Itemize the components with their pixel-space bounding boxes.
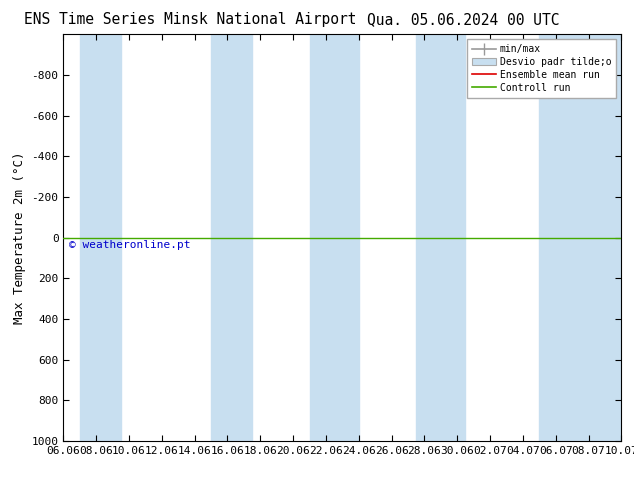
Text: Qua. 05.06.2024 00 UTC: Qua. 05.06.2024 00 UTC xyxy=(366,12,559,27)
Bar xyxy=(211,34,252,441)
Legend: min/max, Desvio padr tilde;o, Ensemble mean run, Controll run: min/max, Desvio padr tilde;o, Ensemble m… xyxy=(467,39,616,98)
Text: © weatheronline.pt: © weatheronline.pt xyxy=(69,240,190,250)
Bar xyxy=(80,34,121,441)
Bar xyxy=(540,34,588,441)
Bar xyxy=(416,34,465,441)
Y-axis label: Max Temperature 2m (°C): Max Temperature 2m (°C) xyxy=(13,151,26,324)
Text: ENS Time Series Minsk National Airport: ENS Time Series Minsk National Airport xyxy=(24,12,356,27)
Bar xyxy=(564,34,630,441)
Bar xyxy=(309,34,359,441)
